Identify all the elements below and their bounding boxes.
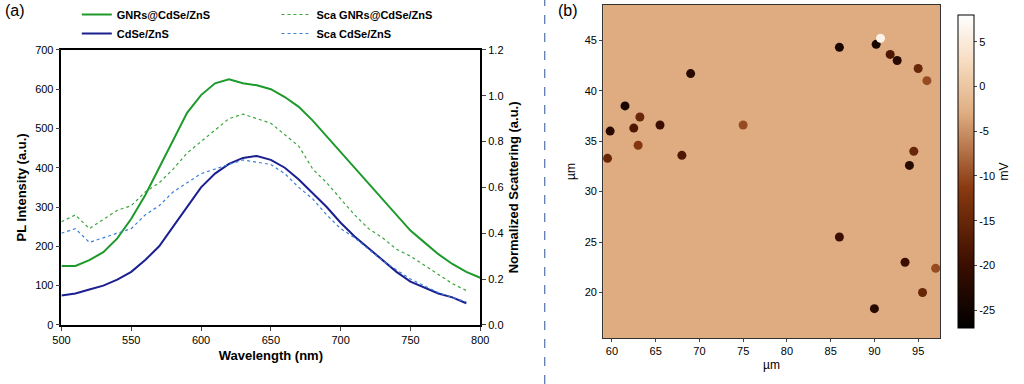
svg-text:25: 25 [585, 236, 597, 248]
svg-text:400: 400 [35, 162, 53, 174]
svg-text:GNRs@CdSe/ZnS: GNRs@CdSe/ZnS [117, 9, 210, 21]
svg-text:75: 75 [737, 345, 749, 357]
svg-text:550: 550 [122, 334, 140, 346]
svg-text:500: 500 [35, 122, 53, 134]
svg-text:0.0: 0.0 [488, 319, 503, 331]
svg-text:650: 650 [262, 334, 280, 346]
svg-text:95: 95 [912, 345, 924, 357]
svg-text:600: 600 [35, 83, 53, 95]
svg-text:-5: -5 [979, 125, 989, 137]
svg-text:5: 5 [979, 36, 985, 48]
svg-text:-20: -20 [979, 259, 995, 271]
svg-text:µm: µm [763, 358, 780, 372]
svg-text:500: 500 [52, 334, 70, 346]
svg-text:1.2: 1.2 [488, 44, 503, 56]
svg-text:60: 60 [606, 345, 618, 357]
svg-text:-25: -25 [979, 304, 995, 316]
svg-text:80: 80 [781, 345, 793, 357]
svg-text:0.6: 0.6 [488, 181, 503, 193]
svg-text:1.0: 1.0 [488, 90, 503, 102]
svg-text:800: 800 [471, 334, 489, 346]
svg-text:0.8: 0.8 [488, 135, 503, 147]
svg-text:300: 300 [35, 201, 53, 213]
svg-text:0.2: 0.2 [488, 273, 503, 285]
svg-text:85: 85 [825, 345, 837, 357]
svg-text:30: 30 [585, 185, 597, 197]
svg-text:90: 90 [868, 345, 880, 357]
svg-text:750: 750 [401, 334, 419, 346]
svg-text:0: 0 [979, 80, 985, 92]
svg-text:0.4: 0.4 [488, 227, 503, 239]
svg-text:PL Intensity (a.u.): PL Intensity (a.u.) [14, 133, 29, 241]
svg-text:45: 45 [585, 34, 597, 46]
svg-text:µm: µm [564, 163, 578, 180]
svg-text:-15: -15 [979, 214, 995, 226]
svg-text:(b): (b) [558, 2, 578, 19]
svg-text:Wavelength (nm): Wavelength (nm) [219, 348, 323, 363]
svg-text:40: 40 [585, 85, 597, 97]
svg-text:(a): (a) [5, 2, 25, 19]
svg-text:0: 0 [47, 319, 53, 331]
svg-text:35: 35 [585, 135, 597, 147]
svg-text:-10: -10 [979, 170, 995, 182]
svg-text:20: 20 [585, 286, 597, 298]
svg-text:700: 700 [331, 334, 349, 346]
svg-text:Normalized Scattering (a.u.): Normalized Scattering (a.u.) [506, 101, 521, 273]
svg-text:200: 200 [35, 240, 53, 252]
svg-text:600: 600 [192, 334, 210, 346]
svg-text:65: 65 [650, 345, 662, 357]
svg-text:CdSe/ZnS: CdSe/ZnS [117, 28, 169, 40]
svg-text:mV: mV [997, 162, 1011, 180]
svg-text:Sca CdSe/ZnS: Sca CdSe/ZnS [316, 28, 391, 40]
svg-text:100: 100 [35, 279, 53, 291]
svg-text:700: 700 [35, 44, 53, 56]
svg-text:70: 70 [693, 345, 705, 357]
svg-text:Sca GNRs@CdSe/ZnS: Sca GNRs@CdSe/ZnS [316, 9, 432, 21]
